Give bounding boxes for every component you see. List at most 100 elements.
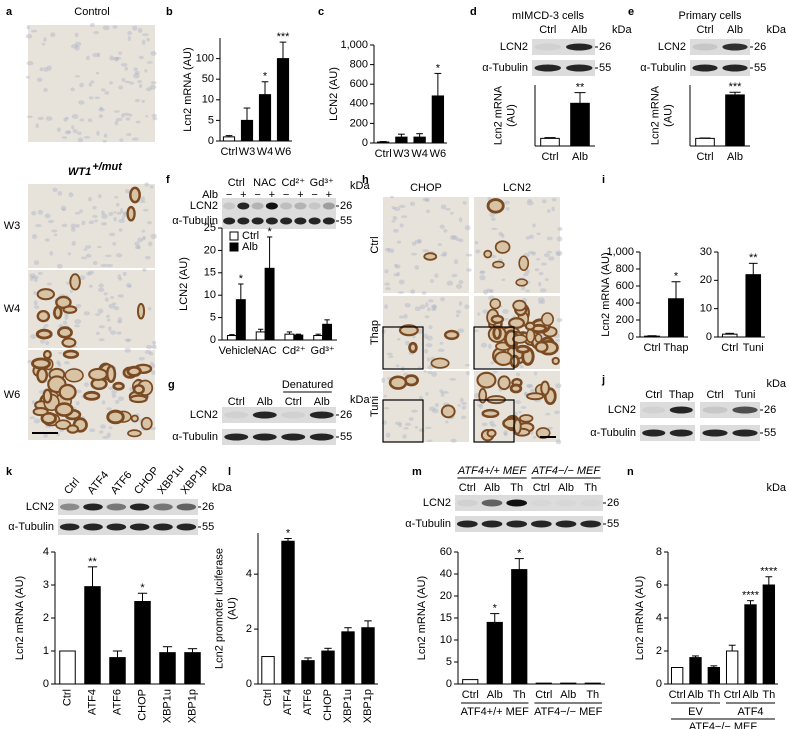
nucleus	[411, 241, 417, 246]
nucleus	[441, 391, 449, 394]
nucleus	[440, 297, 445, 302]
lane-sign: −	[226, 189, 232, 201]
nucleus	[461, 405, 467, 410]
nucleus	[546, 236, 553, 241]
y-axis-label: Lcn2 mRNA (AU)	[416, 576, 428, 660]
bar	[255, 331, 266, 341]
panel-letter: m	[412, 466, 422, 478]
nucleus	[489, 212, 495, 218]
nucleus	[145, 87, 152, 92]
treatment-label: Alb	[202, 189, 218, 201]
nucleus	[414, 426, 419, 429]
nucleus	[79, 82, 85, 88]
nucleus	[556, 318, 563, 323]
nucleus	[381, 329, 386, 334]
nucleus	[481, 422, 488, 427]
nucleus	[491, 227, 498, 231]
lane-group: Cd²⁺	[281, 177, 305, 189]
x-tick-label: Ctrl	[696, 151, 713, 163]
nucleus	[30, 29, 38, 33]
nucleus	[97, 308, 104, 314]
bar	[341, 631, 355, 685]
stained-tubule	[423, 252, 438, 261]
nucleus	[89, 22, 95, 28]
nucleus	[119, 138, 124, 142]
y-tick-label: 4	[43, 546, 49, 558]
nucleus	[430, 279, 434, 284]
bar	[725, 94, 745, 147]
nucleus	[99, 106, 103, 111]
panel-letter: b	[166, 6, 173, 18]
blot-band	[531, 500, 552, 507]
nucleus	[26, 60, 34, 66]
lane-label: Th	[584, 482, 597, 494]
stained-tubule	[519, 414, 534, 423]
kda-value: 55	[764, 427, 776, 439]
nucleus	[109, 81, 114, 85]
nucleus	[137, 237, 144, 243]
kda-label: kDa	[766, 482, 786, 494]
lane-sign: −	[311, 189, 317, 201]
nucleus	[146, 37, 150, 42]
nucleus	[408, 417, 414, 421]
nucleus	[117, 294, 124, 298]
nucleus	[439, 389, 444, 394]
nucleus	[458, 279, 464, 284]
legend-swatch	[229, 231, 239, 241]
lane-label: Ctrl	[645, 389, 662, 401]
stained-tubule	[31, 357, 52, 370]
nucleus	[118, 228, 123, 232]
y-tick-label: 10	[440, 634, 452, 646]
nucleus	[124, 347, 131, 353]
nucleus	[475, 249, 481, 254]
nucleus	[103, 133, 108, 138]
nucleus	[74, 211, 81, 215]
blot-band	[251, 217, 264, 225]
nucleus	[124, 66, 128, 71]
x-tick-label: W3	[393, 148, 410, 160]
nucleus	[498, 231, 503, 237]
stained-tubule	[53, 305, 63, 320]
lane-label: Ctrl	[228, 396, 245, 408]
nucleus	[440, 392, 445, 397]
nucleus	[56, 127, 61, 133]
x-tick-label: Th	[513, 689, 526, 701]
x-tick-label: W3	[239, 146, 256, 158]
bar	[361, 627, 375, 685]
nucleus	[77, 131, 82, 135]
nucleus	[124, 338, 132, 342]
nucleus	[121, 77, 126, 82]
nucleus	[98, 114, 104, 118]
nucleus	[459, 397, 464, 403]
x-tick-label: XBP1u	[161, 689, 173, 723]
nucleus	[50, 32, 56, 38]
y-tick-label: 0	[210, 334, 216, 346]
nucleus	[113, 306, 120, 311]
y-tick-label: 20	[700, 274, 712, 286]
blot-band	[732, 429, 758, 437]
y-tick-label: 20	[204, 244, 216, 256]
stained-tubule	[398, 324, 419, 337]
bar	[695, 137, 715, 147]
nucleus	[439, 341, 444, 345]
nucleus	[109, 55, 114, 61]
nucleus	[150, 81, 157, 85]
column-label: LCN2	[503, 182, 531, 194]
nucleus	[112, 56, 119, 61]
nucleus	[393, 273, 400, 277]
blot-band	[176, 523, 197, 531]
stained-tubule	[129, 186, 141, 204]
stained-tubule	[481, 408, 500, 419]
nucleus	[425, 343, 433, 348]
nucleus	[58, 351, 62, 355]
nucleus	[114, 195, 119, 199]
nucleus	[476, 404, 483, 407]
x-tick-label: Th	[586, 689, 599, 701]
nucleus	[134, 245, 141, 250]
lane-label: Alb	[484, 482, 500, 494]
nucleus	[515, 400, 521, 405]
nucleus	[538, 271, 544, 276]
x-tick-label: Ctrl	[462, 689, 479, 701]
nucleus	[141, 99, 145, 103]
stained-tubule	[497, 375, 511, 391]
